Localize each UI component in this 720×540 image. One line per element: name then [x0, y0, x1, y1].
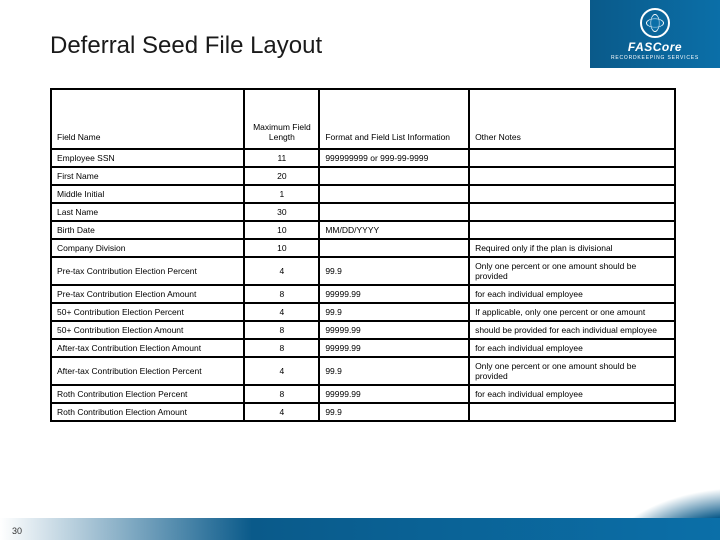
cell-field-name: Roth Contribution Election Percent: [51, 385, 244, 403]
cell-field-name: Birth Date: [51, 221, 244, 239]
cell-format: 99.9: [319, 403, 469, 421]
cell-format: 99999.99: [319, 321, 469, 339]
cell-max-length: 8: [244, 385, 319, 403]
cell-notes: [469, 149, 675, 167]
table-row: 50+ Contribution Election Percent499.9If…: [51, 303, 675, 321]
cell-max-length: 8: [244, 339, 319, 357]
brand-name: FASCore: [628, 40, 682, 54]
cell-format: 99.9: [319, 357, 469, 385]
page-title: Deferral Seed File Layout: [50, 32, 322, 60]
cell-max-length: 10: [244, 239, 319, 257]
cell-format: 99.9: [319, 303, 469, 321]
col-notes: Other Notes: [469, 89, 675, 149]
cell-format: 99.9: [319, 257, 469, 285]
cell-field-name: Last Name: [51, 203, 244, 221]
col-max-length: Maximum Field Length: [244, 89, 319, 149]
col-format: Format and Field List Information: [319, 89, 469, 149]
cell-format: 99999.99: [319, 339, 469, 357]
cell-format: 99999.99: [319, 385, 469, 403]
globe-icon: [640, 8, 670, 38]
cell-field-name: 50+ Contribution Election Percent: [51, 303, 244, 321]
cell-max-length: 4: [244, 357, 319, 385]
table-row: Employee SSN11999999999 or 999-99-9999: [51, 149, 675, 167]
table-header-row: Field Name Maximum Field Length Format a…: [51, 89, 675, 149]
cell-max-length: 4: [244, 303, 319, 321]
cell-max-length: 11: [244, 149, 319, 167]
table-row: After-tax Contribution Election Percent4…: [51, 357, 675, 385]
cell-field-name: Pre-tax Contribution Election Amount: [51, 285, 244, 303]
cell-notes: [469, 203, 675, 221]
cell-field-name: After-tax Contribution Election Amount: [51, 339, 244, 357]
layout-table: Field Name Maximum Field Length Format a…: [50, 88, 676, 422]
cell-notes: If applicable, only one percent or one a…: [469, 303, 675, 321]
table-row: 50+ Contribution Election Amount899999.9…: [51, 321, 675, 339]
cell-field-name: Pre-tax Contribution Election Percent: [51, 257, 244, 285]
cell-max-length: 20: [244, 167, 319, 185]
brand-header: FASCore RECORDKEEPING SERVICES: [590, 0, 720, 68]
cell-notes: for each individual employee: [469, 285, 675, 303]
cell-max-length: 4: [244, 257, 319, 285]
table-row: Company Division10 Required only if the p…: [51, 239, 675, 257]
footer-band: [0, 518, 720, 540]
cell-notes: [469, 403, 675, 421]
brand-tagline: RECORDKEEPING SERVICES: [611, 55, 699, 61]
cell-format: [319, 167, 469, 185]
cell-format: MM/DD/YYYY: [319, 221, 469, 239]
cell-max-length: 1: [244, 185, 319, 203]
cell-field-name: Employee SSN: [51, 149, 244, 167]
cell-format: [319, 239, 469, 257]
table-row: Birth Date10MM/DD/YYYY: [51, 221, 675, 239]
cell-notes: for each individual employee: [469, 339, 675, 357]
cell-max-length: 8: [244, 321, 319, 339]
cell-field-name: Roth Contribution Election Amount: [51, 403, 244, 421]
cell-notes: Required only if the plan is divisional: [469, 239, 675, 257]
cell-field-name: After-tax Contribution Election Percent: [51, 357, 244, 385]
cell-notes: [469, 221, 675, 239]
cell-field-name: Company Division: [51, 239, 244, 257]
cell-max-length: 8: [244, 285, 319, 303]
cell-max-length: 10: [244, 221, 319, 239]
page-number: 30: [12, 526, 22, 536]
brand-logo: FASCore RECORDKEEPING SERVICES: [611, 8, 699, 61]
col-field-name: Field Name: [51, 89, 244, 149]
table-row: First Name20: [51, 167, 675, 185]
cell-max-length: 30: [244, 203, 319, 221]
table-row: Roth Contribution Election Percent899999…: [51, 385, 675, 403]
cell-format: [319, 185, 469, 203]
cell-max-length: 4: [244, 403, 319, 421]
table-row: Middle Initial1: [51, 185, 675, 203]
cell-notes: [469, 185, 675, 203]
cell-field-name: 50+ Contribution Election Amount: [51, 321, 244, 339]
table-row: Pre-tax Contribution Election Amount8999…: [51, 285, 675, 303]
layout-table-container: Field Name Maximum Field Length Format a…: [50, 88, 676, 422]
cell-notes: Only one percent or one amount should be…: [469, 257, 675, 285]
cell-notes: for each individual employee: [469, 385, 675, 403]
cell-format: 999999999 or 999-99-9999: [319, 149, 469, 167]
cell-field-name: First Name: [51, 167, 244, 185]
cell-format: [319, 203, 469, 221]
cell-format: 99999.99: [319, 285, 469, 303]
cell-field-name: Middle Initial: [51, 185, 244, 203]
table-row: After-tax Contribution Election Amount89…: [51, 339, 675, 357]
table-row: Roth Contribution Election Amount499.9: [51, 403, 675, 421]
table-row: Last Name30: [51, 203, 675, 221]
cell-notes: Only one percent or one amount should be…: [469, 357, 675, 385]
table-row: Pre-tax Contribution Election Percent499…: [51, 257, 675, 285]
cell-notes: should be provided for each individual e…: [469, 321, 675, 339]
cell-notes: [469, 167, 675, 185]
